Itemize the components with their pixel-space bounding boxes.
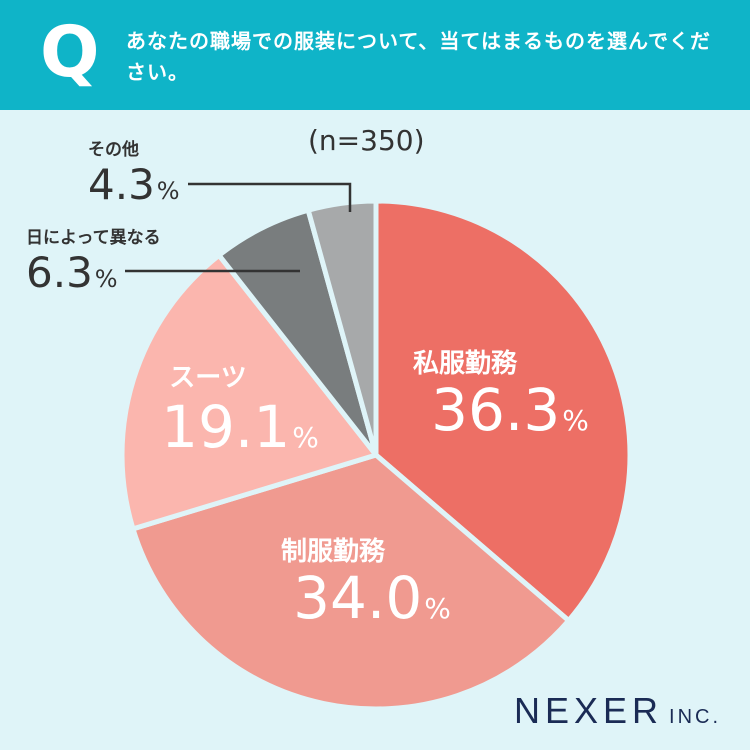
- question-header: Q あなたの職場での服装について、当てはまるものを選んでください。: [0, 0, 750, 110]
- brand-logo: NEXER INC.: [514, 690, 721, 732]
- brand-name: NEXER: [514, 690, 664, 731]
- slice-label: 私服勤務: [413, 349, 518, 379]
- slice-label: 日によって異なる: [26, 228, 161, 248]
- question-text: あなたの職場での服装について、当てはまるものを選んでください。: [126, 29, 711, 84]
- slice-value-label: 19.1%: [161, 393, 319, 461]
- slice-value-label: 36.3%: [431, 376, 589, 444]
- sample-size-label: (n=350): [308, 124, 425, 157]
- slice-label: 制服勤務: [281, 537, 386, 567]
- pie-slice: [305, 198, 379, 458]
- slice-value-label: 34.0%: [293, 564, 451, 632]
- pie-slice: [130, 452, 572, 712]
- slice-value-label: 4.3%: [88, 160, 180, 209]
- q-mark: Q: [40, 11, 100, 93]
- leader-line: [188, 182, 352, 212]
- brand-suffix: INC.: [669, 706, 722, 728]
- slice-label: その他: [88, 139, 139, 160]
- pie-slice: [373, 198, 633, 624]
- slice-label: スーツ: [169, 363, 246, 393]
- slice-value-label: 6.3%: [26, 248, 118, 297]
- pie-slice: [119, 252, 379, 532]
